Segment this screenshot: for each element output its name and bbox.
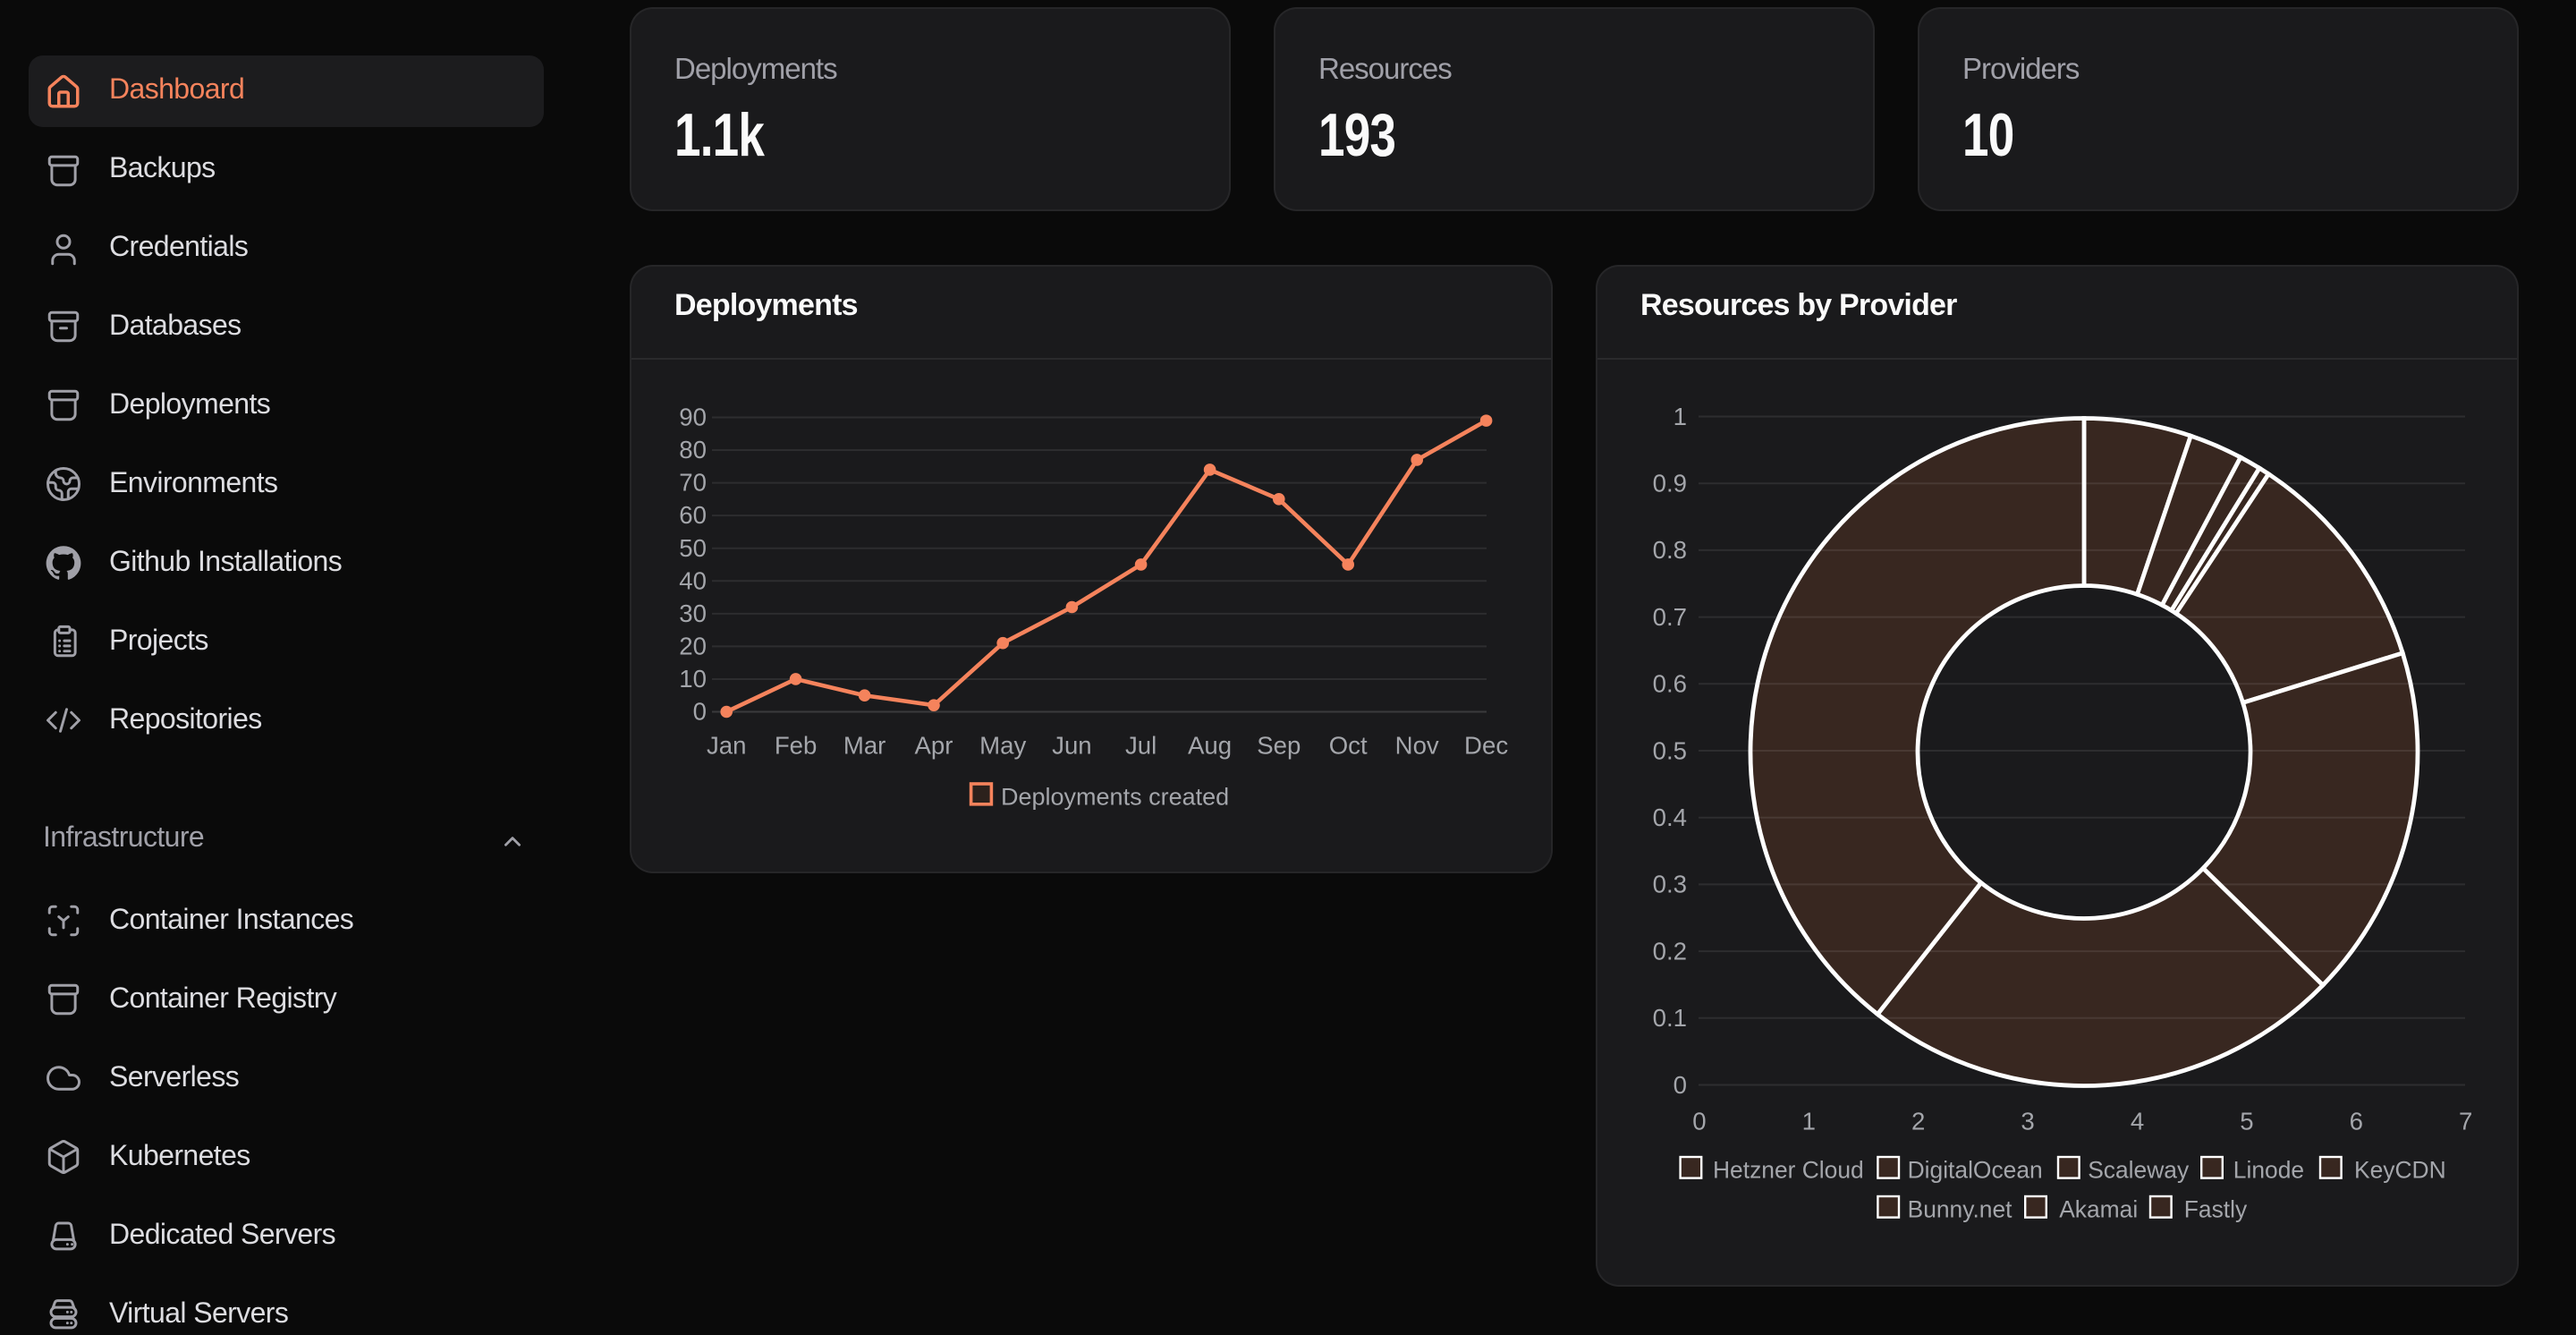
svg-text:Jan: Jan: [707, 731, 747, 759]
svg-text:Mar: Mar: [843, 731, 886, 759]
svg-text:7: 7: [2459, 1107, 2472, 1135]
svg-text:4: 4: [2131, 1107, 2144, 1135]
svg-text:Jul: Jul: [1125, 731, 1157, 759]
svg-text:Oct: Oct: [1329, 731, 1368, 759]
svg-text:0: 0: [1674, 1070, 1687, 1098]
svg-text:Feb: Feb: [775, 731, 818, 759]
svg-text:50: 50: [679, 533, 707, 561]
svg-text:0: 0: [1692, 1107, 1706, 1135]
svg-text:2: 2: [1911, 1107, 1925, 1135]
svg-text:Scaleway: Scaleway: [2088, 1156, 2190, 1183]
svg-text:Apr: Apr: [915, 731, 953, 759]
svg-text:Bunny.net: Bunny.net: [1908, 1195, 2013, 1222]
svg-text:Deployments created: Deployments created: [1001, 783, 1229, 810]
svg-text:90: 90: [679, 403, 707, 430]
svg-text:0.5: 0.5: [1653, 736, 1687, 764]
svg-text:40: 40: [679, 566, 707, 594]
svg-text:10: 10: [679, 665, 707, 693]
svg-text:0.1: 0.1: [1653, 1004, 1687, 1032]
svg-text:1: 1: [1674, 402, 1687, 429]
svg-text:0.2: 0.2: [1653, 937, 1687, 965]
svg-text:May: May: [979, 731, 1026, 759]
svg-text:Fastly: Fastly: [2184, 1195, 2248, 1222]
svg-text:Sep: Sep: [1257, 731, 1301, 759]
svg-text:Jun: Jun: [1052, 731, 1092, 759]
svg-text:0.7: 0.7: [1653, 602, 1687, 630]
svg-text:30: 30: [679, 599, 707, 627]
svg-text:0.8: 0.8: [1653, 536, 1687, 564]
svg-text:0.4: 0.4: [1653, 804, 1687, 831]
svg-text:0.9: 0.9: [1653, 469, 1687, 497]
svg-text:Linode: Linode: [2233, 1156, 2304, 1183]
svg-text:DigitalOcean: DigitalOcean: [1908, 1156, 2043, 1183]
svg-text:0.6: 0.6: [1653, 669, 1687, 697]
svg-text:KeyCDN: KeyCDN: [2354, 1156, 2446, 1183]
svg-text:0: 0: [693, 697, 707, 725]
svg-text:5: 5: [2240, 1107, 2253, 1135]
svg-text:20: 20: [679, 632, 707, 659]
svg-text:70: 70: [679, 468, 707, 496]
svg-text:Akamai: Akamai: [2059, 1195, 2138, 1222]
svg-text:Hetzner Cloud: Hetzner Cloud: [1713, 1156, 1864, 1183]
svg-text:3: 3: [2021, 1107, 2034, 1135]
svg-text:6: 6: [2350, 1107, 2363, 1135]
svg-text:Nov: Nov: [1395, 731, 1439, 759]
svg-text:1: 1: [1802, 1107, 1816, 1135]
svg-text:60: 60: [679, 501, 707, 529]
svg-text:0.3: 0.3: [1653, 870, 1687, 897]
svg-text:Dec: Dec: [1464, 731, 1508, 759]
svg-text:80: 80: [679, 436, 707, 463]
svg-text:Aug: Aug: [1188, 731, 1232, 759]
